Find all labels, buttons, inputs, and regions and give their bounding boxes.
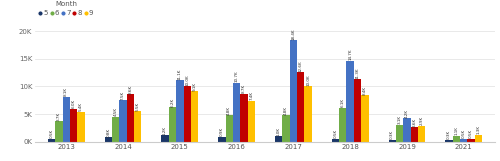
Bar	[70, 109, 78, 142]
Text: 12.6K: 12.6K	[299, 60, 303, 72]
Legend: 5, 6, 7, 8, 9: 5, 6, 7, 8, 9	[38, 1, 94, 16]
Text: 10.0K: 10.0K	[306, 74, 310, 86]
Text: 2.6K: 2.6K	[412, 118, 416, 127]
Bar	[126, 94, 134, 142]
Text: 9.1K: 9.1K	[192, 82, 196, 91]
Text: 0.9K: 0.9K	[220, 127, 224, 136]
Text: 1.3K: 1.3K	[476, 125, 480, 134]
Bar	[176, 80, 184, 142]
Bar	[460, 139, 468, 142]
Bar	[120, 100, 126, 142]
Text: 7.4K: 7.4K	[250, 91, 254, 100]
Bar	[62, 97, 70, 142]
Text: 3.7K: 3.7K	[57, 112, 61, 121]
Bar	[55, 121, 62, 142]
Text: 4.5K: 4.5K	[114, 107, 117, 116]
Bar	[112, 117, 120, 142]
Text: 11.3K: 11.3K	[356, 67, 360, 79]
Bar	[304, 86, 312, 142]
Text: 0.5K: 0.5K	[462, 129, 466, 138]
Text: 0.3K: 0.3K	[390, 130, 394, 139]
Text: 4.8K: 4.8K	[227, 106, 231, 115]
Bar	[388, 140, 396, 142]
Text: 14.7K: 14.7K	[348, 48, 352, 60]
Text: 8.1K: 8.1K	[64, 87, 68, 96]
Bar	[184, 86, 191, 142]
Text: 3.1K: 3.1K	[398, 115, 402, 124]
Text: 1.0K: 1.0K	[276, 127, 280, 136]
Bar	[362, 95, 368, 142]
Bar	[290, 40, 297, 142]
Bar	[248, 101, 255, 142]
Bar	[240, 94, 248, 142]
Text: 7.5K: 7.5K	[121, 91, 125, 100]
Bar	[418, 126, 426, 142]
Bar	[78, 112, 84, 142]
Text: 0.5K: 0.5K	[469, 129, 473, 138]
Text: 4.8K: 4.8K	[284, 106, 288, 115]
Text: 10.0K: 10.0K	[185, 74, 189, 86]
Bar	[354, 79, 362, 142]
Bar	[346, 61, 354, 142]
Bar	[275, 136, 282, 142]
Bar	[404, 118, 410, 142]
Bar	[332, 139, 339, 142]
Bar	[396, 125, 404, 142]
Bar	[468, 139, 475, 142]
Text: 1.2K: 1.2K	[163, 126, 167, 134]
Bar	[134, 111, 141, 142]
Text: 6.0K: 6.0K	[72, 99, 76, 108]
Text: 6.2K: 6.2K	[170, 98, 174, 107]
Text: 4.2K: 4.2K	[405, 109, 409, 118]
Text: 11.1K: 11.1K	[178, 68, 182, 80]
Bar	[218, 137, 226, 142]
Text: 1.1K: 1.1K	[454, 126, 458, 135]
Bar	[297, 72, 304, 142]
Text: 8.6K: 8.6K	[128, 85, 132, 94]
Text: 0.8K: 0.8K	[106, 128, 110, 137]
Text: 6.1K: 6.1K	[341, 99, 345, 107]
Bar	[104, 137, 112, 142]
Text: 0.3K: 0.3K	[447, 130, 451, 139]
Bar	[226, 115, 233, 142]
Text: 0.5K: 0.5K	[334, 129, 338, 138]
Bar	[452, 136, 460, 142]
Bar	[339, 108, 346, 142]
Bar	[410, 127, 418, 142]
Bar	[446, 140, 452, 142]
Text: 0.5K: 0.5K	[50, 129, 54, 138]
Text: 8.4K: 8.4K	[363, 86, 367, 95]
Bar	[168, 107, 176, 142]
Text: 8.7K: 8.7K	[242, 84, 246, 93]
Text: 18.4K: 18.4K	[292, 28, 296, 40]
Bar	[475, 134, 482, 142]
Text: 5.4K: 5.4K	[79, 102, 83, 111]
Bar	[48, 139, 55, 142]
Text: 5.5K: 5.5K	[136, 102, 140, 111]
Bar	[191, 91, 198, 142]
Bar	[162, 135, 168, 142]
Bar	[282, 115, 290, 142]
Text: 10.7K: 10.7K	[234, 71, 238, 82]
Bar	[233, 83, 240, 142]
Text: 2.9K: 2.9K	[420, 116, 424, 125]
